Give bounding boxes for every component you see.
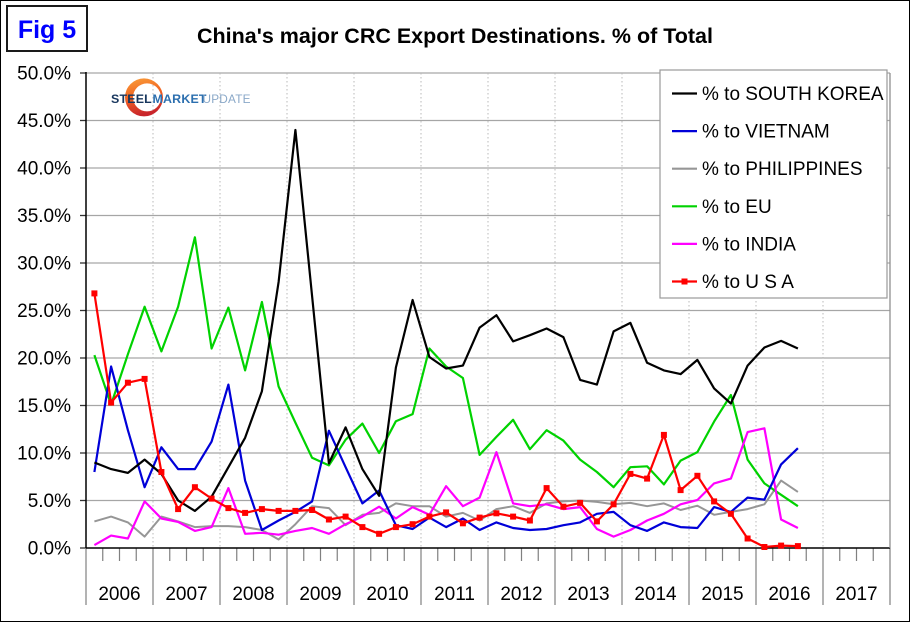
svg-text:5.0%: 5.0% (28, 491, 71, 512)
svg-text:15.0%: 15.0% (17, 396, 71, 417)
svg-text:% to EU: % to EU (702, 197, 772, 218)
svg-text:STEEL: STEEL (111, 92, 152, 106)
svg-text:20.0%: 20.0% (17, 349, 71, 370)
svg-text:2017: 2017 (835, 584, 877, 605)
svg-text:2012: 2012 (500, 584, 542, 605)
svg-text:30.0%: 30.0% (17, 254, 71, 275)
svg-text:2010: 2010 (366, 584, 408, 605)
svg-text:2011: 2011 (434, 584, 475, 605)
svg-text:2014: 2014 (634, 584, 677, 605)
svg-text:45.0%: 45.0% (17, 111, 71, 132)
svg-text:2015: 2015 (701, 584, 743, 605)
svg-text:2009: 2009 (299, 584, 341, 605)
svg-text:40.0%: 40.0% (17, 159, 71, 180)
svg-text:35.0%: 35.0% (17, 206, 71, 227)
svg-text:UPDATE: UPDATE (203, 92, 251, 106)
svg-text:MARKET: MARKET (153, 92, 207, 106)
svg-text:2016: 2016 (768, 584, 810, 605)
svg-text:2008: 2008 (232, 584, 274, 605)
svg-text:% to U S A: % to U S A (702, 272, 794, 293)
svg-text:% to SOUTH KOREA: % to SOUTH KOREA (702, 84, 884, 105)
svg-text:2013: 2013 (567, 584, 609, 605)
svg-text:10.0%: 10.0% (17, 444, 71, 465)
svg-text:2007: 2007 (165, 584, 207, 605)
svg-text:2006: 2006 (98, 584, 140, 605)
svg-text:% to PHILIPPINES: % to PHILIPPINES (702, 159, 863, 180)
svg-text:25.0%: 25.0% (17, 301, 71, 322)
svg-text:50.0%: 50.0% (17, 64, 71, 85)
svg-text:% to VIETNAM: % to VIETNAM (702, 122, 830, 143)
svg-text:% to INDIA: % to INDIA (702, 234, 796, 255)
svg-text:0.0%: 0.0% (28, 539, 71, 560)
